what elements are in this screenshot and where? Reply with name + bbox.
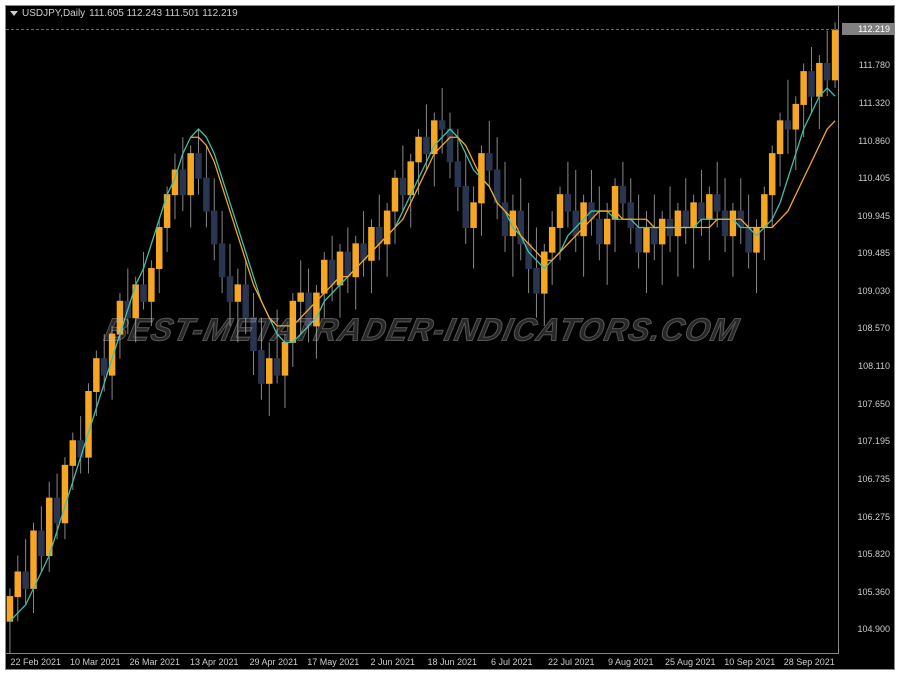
- y-tick-label: 111.320: [859, 98, 890, 108]
- x-tick-label: 29 Apr 2021: [249, 657, 298, 667]
- y-tick-label: 107.650: [857, 399, 890, 409]
- x-tick-label: 10 Mar 2021: [70, 657, 121, 667]
- y-tick-label: 105.360: [857, 587, 890, 597]
- x-tick-label: 6 Jul 2021: [491, 657, 533, 667]
- y-tick-label: 111.780: [859, 60, 890, 70]
- y-tick-label: 109.945: [857, 211, 890, 221]
- y-tick-label: 107.195: [857, 436, 890, 446]
- x-tick-label: 28 Sep 2021: [784, 657, 835, 667]
- x-tick-label: 22 Feb 2021: [10, 657, 61, 667]
- x-tick-label: 13 Apr 2021: [190, 657, 239, 667]
- x-axis: 22 Feb 2021 10 Mar 2021 26 Mar 2021 13 Apr …: [6, 653, 839, 669]
- y-tick-label: 108.570: [857, 323, 890, 333]
- x-tick-label: 18 Jun 2021: [427, 657, 477, 667]
- candlestick-chart: [6, 6, 839, 654]
- x-tick-label: 17 May 2021: [307, 657, 359, 667]
- x-tick-label: 9 Aug 2021: [608, 657, 654, 667]
- chart-window: USDJPY,Daily 111.605 112.243 111.501 112…: [5, 5, 895, 670]
- x-tick-label: 2 Jun 2021: [370, 657, 415, 667]
- y-tick-label: 106.735: [857, 474, 890, 484]
- x-tick-label: 26 Mar 2021: [129, 657, 180, 667]
- x-tick-label: 25 Aug 2021: [665, 657, 716, 667]
- y-tick-label: 108.110: [858, 361, 890, 371]
- current-price-tag: 112.219: [842, 23, 894, 35]
- x-tick-label: 22 Jul 2021: [548, 657, 595, 667]
- y-tick-label: 110.405: [858, 173, 890, 183]
- y-tick-label: 104.900: [857, 624, 890, 634]
- y-tick-label: 110.860: [858, 136, 890, 146]
- x-tick-label: 10 Sep 2021: [724, 657, 775, 667]
- y-axis: 112.219 111.780 111.320 110.860 110.405 109.9…: [838, 6, 894, 654]
- chart-area[interactable]: BEST-METATRADER-INDICATORS.COM: [6, 6, 839, 654]
- y-tick-label: 105.820: [857, 549, 890, 559]
- y-tick-label: 109.030: [857, 286, 890, 296]
- y-tick-label: 106.275: [857, 512, 890, 522]
- y-tick-label: 109.485: [857, 248, 890, 258]
